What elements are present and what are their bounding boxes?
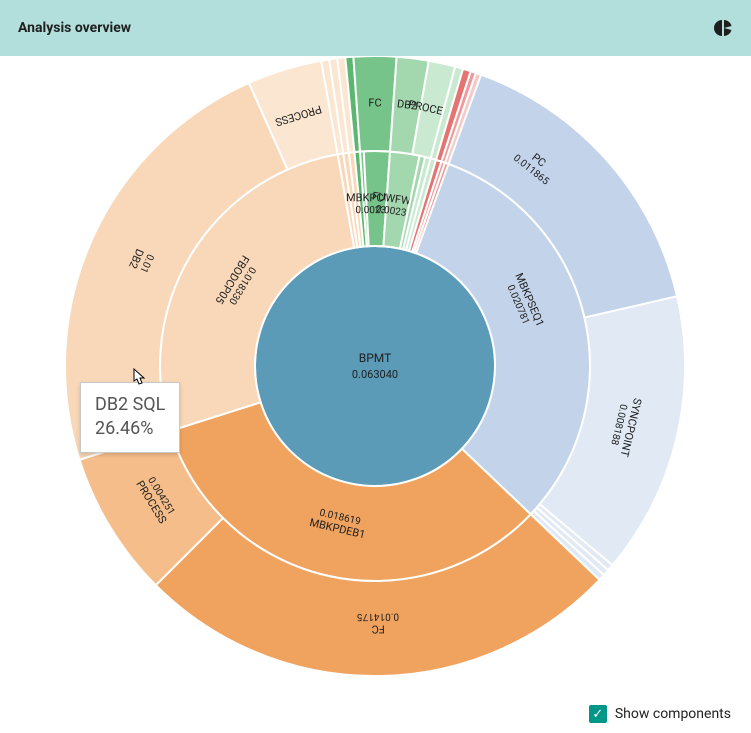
svg-text:0.063040: 0.063040 <box>352 368 398 381</box>
sunburst-chart[interactable]: BPMT0.063040MBKPSEQ10.020781MBKPDEB10.01… <box>0 56 751 696</box>
show-components-label: Show components <box>615 706 731 722</box>
svg-text:FC: FC <box>368 96 381 109</box>
card-title: Analysis overview <box>18 20 131 36</box>
cursor-pointer-icon <box>131 367 151 391</box>
card-header: Analysis overview <box>0 0 751 56</box>
svg-text:FC: FC <box>372 622 385 635</box>
svg-text:BPMT: BPMT <box>359 351 392 365</box>
svg-text:0.014175: 0.014175 <box>357 611 399 623</box>
card-footer: ✓ Show components <box>0 696 751 732</box>
show-components-checkbox[interactable]: ✓ <box>589 705 607 723</box>
analysis-overview-card: Analysis overview BPMT0.063040MBKPSEQ10.… <box>0 0 751 732</box>
pie-chart-icon[interactable] <box>713 18 733 38</box>
